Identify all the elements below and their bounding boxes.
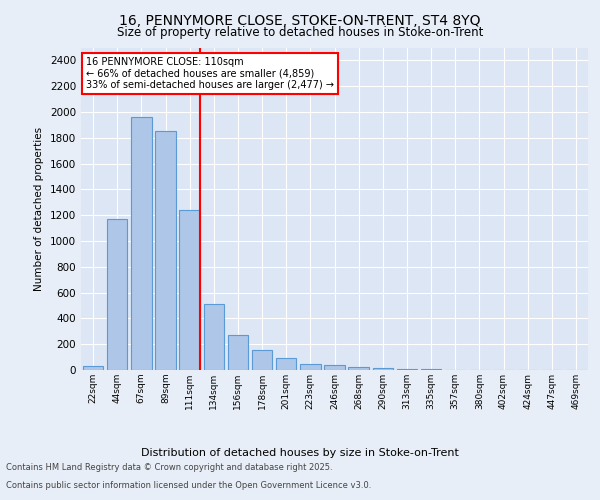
Bar — [203, 304, 224, 370]
Text: Size of property relative to detached houses in Stoke-on-Trent: Size of property relative to detached ho… — [117, 26, 483, 39]
Bar — [324, 365, 345, 370]
Bar — [252, 350, 272, 370]
Text: 16, PENNYMORE CLOSE, STOKE-ON-TRENT, ST4 8YQ: 16, PENNYMORE CLOSE, STOKE-ON-TRENT, ST4… — [119, 14, 481, 28]
Bar — [155, 132, 176, 370]
Bar — [397, 368, 417, 370]
Text: Distribution of detached houses by size in Stoke-on-Trent: Distribution of detached houses by size … — [141, 448, 459, 458]
Bar — [373, 368, 393, 370]
Bar — [227, 335, 248, 370]
Text: 16 PENNYMORE CLOSE: 110sqm
← 66% of detached houses are smaller (4,859)
33% of s: 16 PENNYMORE CLOSE: 110sqm ← 66% of deta… — [86, 57, 334, 90]
Bar — [83, 366, 103, 370]
Text: Contains HM Land Registry data © Crown copyright and database right 2025.: Contains HM Land Registry data © Crown c… — [6, 464, 332, 472]
Bar — [276, 358, 296, 370]
Text: Contains public sector information licensed under the Open Government Licence v3: Contains public sector information licen… — [6, 481, 371, 490]
Bar — [131, 117, 152, 370]
Bar — [349, 367, 369, 370]
Y-axis label: Number of detached properties: Number of detached properties — [34, 126, 44, 291]
Bar — [107, 219, 127, 370]
Bar — [179, 210, 200, 370]
Bar — [300, 364, 320, 370]
